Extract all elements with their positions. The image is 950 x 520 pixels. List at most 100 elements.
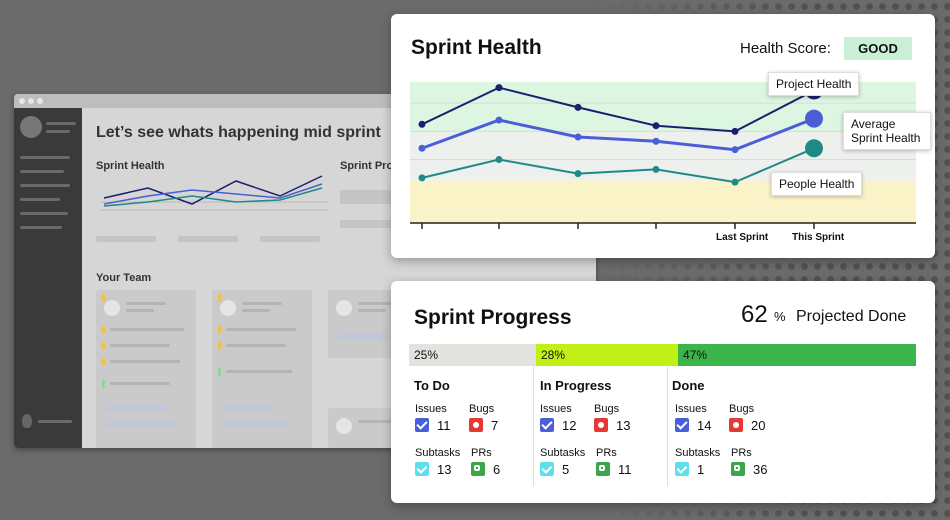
prs-stat[interactable]: 36 — [731, 461, 767, 477]
issues-label: Issues — [540, 403, 572, 415]
bugs-stat[interactable]: 7 — [469, 417, 498, 433]
app-sidebar — [14, 108, 82, 448]
prs-label: PRs — [731, 447, 752, 459]
column-divider — [533, 366, 534, 486]
issues-stat[interactable]: 12 — [540, 417, 576, 433]
subtasks-stat[interactable]: 1 — [675, 461, 704, 477]
app-team-label: Your Team — [96, 272, 152, 284]
mini-series-line — [103, 183, 323, 205]
series-point — [731, 127, 739, 135]
pull-request-icon — [731, 462, 745, 476]
subtasks-stat[interactable]: 13 — [415, 461, 451, 477]
subtasks-stat[interactable]: 5 — [540, 461, 569, 477]
x-tick-label: This Sprint — [792, 232, 845, 243]
bugs-stat[interactable]: 13 — [594, 417, 630, 433]
bugs-label: Bugs — [469, 403, 495, 415]
prs-count: 36 — [753, 461, 768, 477]
sprint-health-card: Sprint Health Health Score: GOOD Project… — [391, 14, 935, 258]
sidebar-item[interactable] — [20, 184, 70, 187]
issue-check-icon — [675, 418, 689, 432]
placeholder-line — [358, 302, 398, 305]
sprint-progress-card: Sprint Progress 62 % Projected Done 25% … — [391, 281, 935, 503]
placeholder-line — [242, 302, 282, 305]
window-dot-icon — [28, 98, 34, 104]
sidebar-item[interactable] — [20, 198, 60, 201]
team-card[interactable] — [96, 290, 196, 448]
series-point — [418, 144, 426, 152]
placeholder-bar — [178, 236, 238, 242]
placeholder-bar — [340, 220, 400, 228]
issues-stat[interactable]: 14 — [675, 417, 711, 433]
placeholder-line — [226, 370, 292, 373]
bugs-count: 7 — [491, 417, 499, 433]
avatar — [104, 300, 120, 316]
series-point — [495, 84, 503, 92]
issues-label: Issues — [675, 403, 707, 415]
sidebar-item[interactable] — [20, 170, 64, 173]
warning-icon — [218, 294, 221, 302]
warning-icon — [102, 294, 105, 302]
placeholder-line — [242, 309, 270, 312]
health-score-badge: GOOD — [844, 37, 912, 60]
placeholder-line — [110, 360, 180, 363]
issues-stat[interactable]: 11 — [415, 417, 451, 433]
status-mark — [102, 358, 105, 366]
prs-label: PRs — [471, 447, 492, 459]
sidebar-item[interactable] — [20, 212, 68, 215]
prs-count: 11 — [618, 461, 632, 477]
placeholder-line — [226, 328, 296, 331]
app-page-title: Let’s see whats happening mid sprint — [96, 124, 381, 141]
placeholder-line — [106, 406, 166, 412]
series-line — [421, 147, 815, 184]
mini-health-chart — [101, 175, 328, 211]
bugs-stat[interactable]: 20 — [729, 417, 765, 433]
column-divider — [667, 366, 668, 486]
subtask-icon — [540, 462, 554, 476]
app-sprint-progress-label: Sprint Prog — [340, 160, 400, 172]
series-point — [574, 133, 582, 141]
column-title: In Progress — [540, 378, 612, 393]
placeholder-line — [222, 422, 288, 428]
sidebar-item[interactable] — [20, 226, 62, 229]
status-mark — [218, 326, 221, 334]
series-point — [495, 156, 503, 164]
team-card[interactable] — [212, 290, 312, 448]
x-tick-label: Last Sprint — [716, 232, 769, 243]
series-end-marker — [805, 139, 823, 158]
placeholder-bar — [260, 236, 320, 242]
series-end-marker — [805, 109, 823, 128]
issues-count: 12 — [562, 417, 577, 433]
sidebar-item[interactable] — [20, 156, 70, 159]
placeholder-line — [358, 309, 386, 312]
prs-stat[interactable]: 11 — [596, 461, 632, 477]
sidebar-placeholder — [46, 122, 76, 125]
tooltip-people-health: People Health — [771, 172, 863, 196]
series-point — [495, 116, 503, 124]
sidebar-placeholder — [38, 420, 72, 423]
projected-done-unit: % — [774, 309, 786, 324]
placeholder-bar — [96, 236, 156, 242]
tooltip-label: Project Health — [776, 77, 852, 91]
prs-stat[interactable]: 6 — [471, 461, 500, 477]
window-dot-icon — [37, 98, 43, 104]
placeholder-line — [126, 302, 166, 305]
avatar — [220, 300, 236, 316]
placeholder-line — [358, 420, 398, 423]
subtasks-label: Subtasks — [415, 447, 461, 459]
tooltip-average-sprint-health: Average Sprint Health — [843, 112, 931, 150]
tooltip-label: People Health — [779, 177, 855, 191]
column-title: To Do — [414, 378, 450, 393]
placeholder-line — [226, 344, 286, 347]
placeholder-line — [338, 334, 388, 340]
bugs-count: 20 — [751, 417, 766, 433]
tooltip-label: Average Sprint Health — [851, 117, 921, 145]
bug-icon — [469, 418, 483, 432]
series-point — [418, 120, 426, 128]
placeholder-line — [110, 382, 170, 385]
series-point — [731, 178, 739, 186]
issues-label: Issues — [415, 403, 447, 415]
bug-icon — [594, 418, 608, 432]
progress-segment-in-progress: 28% — [536, 344, 678, 366]
placeholder-line — [110, 344, 170, 347]
mini-series-line — [103, 187, 323, 207]
